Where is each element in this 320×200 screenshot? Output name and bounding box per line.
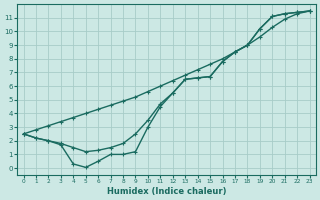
- X-axis label: Humidex (Indice chaleur): Humidex (Indice chaleur): [107, 187, 226, 196]
